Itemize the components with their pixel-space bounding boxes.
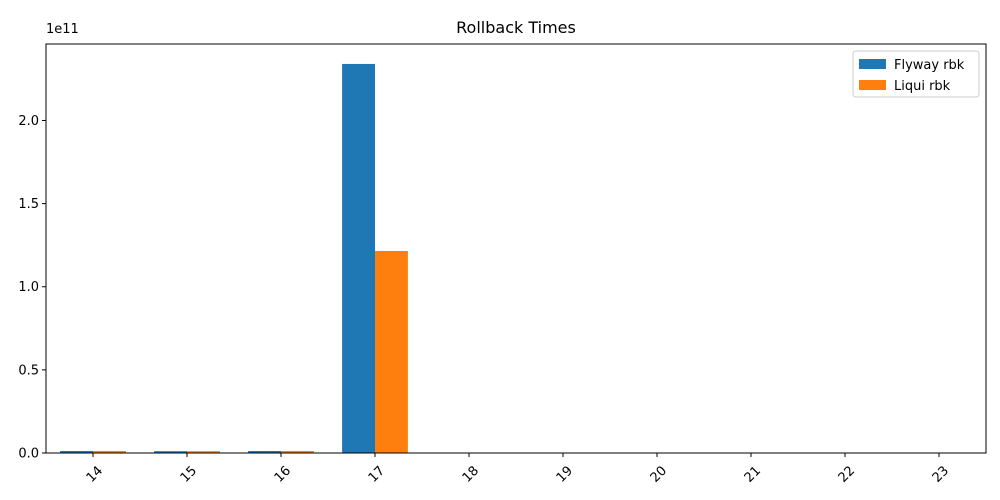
legend: Flyway rbk Liqui rbk <box>852 50 980 98</box>
y-tick-label: 0.0 <box>18 447 39 462</box>
chart-title: Rollback Times <box>456 18 576 37</box>
bar-liqui-rbk-15 <box>187 451 220 453</box>
y-tick-label: 2.0 <box>18 114 39 129</box>
x-tick-label: 16 <box>272 463 294 485</box>
bar-flyway-rbk-14 <box>60 451 93 453</box>
bars-layer <box>60 63 408 453</box>
bar-liqui-rbk-16 <box>281 451 314 453</box>
x-tick-label: 18 <box>460 463 482 485</box>
x-tick-label: 22 <box>836 463 858 485</box>
plot-frame <box>45 43 987 454</box>
bar-flyway-rbk-16 <box>248 451 281 453</box>
x-tick-label: 21 <box>742 463 764 485</box>
y-offset-text: 1e11 <box>46 22 79 37</box>
y-tick-label: 1.5 <box>18 197 39 212</box>
y-tick-label: 0.5 <box>18 363 39 378</box>
legend-label: Liqui rbk <box>894 79 951 94</box>
x-tick-label: 14 <box>84 463 106 485</box>
legend-swatch <box>859 80 886 90</box>
x-tick-label: 19 <box>554 463 576 485</box>
x-tick-label: 15 <box>178 463 200 485</box>
x-tick-label: 17 <box>366 463 388 485</box>
bar-liqui-rbk-14 <box>93 451 126 453</box>
y-axis: 0.0 0.5 1.0 1.5 2.0 <box>18 114 46 462</box>
legend-label: Flyway rbk <box>894 58 965 73</box>
x-axis: 14 15 16 17 18 19 20 21 22 23 <box>84 453 952 486</box>
x-tick-label: 23 <box>930 463 952 485</box>
legend-swatch <box>859 59 886 69</box>
bar-flyway-rbk-17 <box>342 63 375 453</box>
x-tick-label: 20 <box>648 463 670 485</box>
y-tick-label: 1.0 <box>18 280 39 295</box>
bar-flyway-rbk-15 <box>154 451 187 453</box>
bar-liqui-rbk-17 <box>375 250 408 453</box>
